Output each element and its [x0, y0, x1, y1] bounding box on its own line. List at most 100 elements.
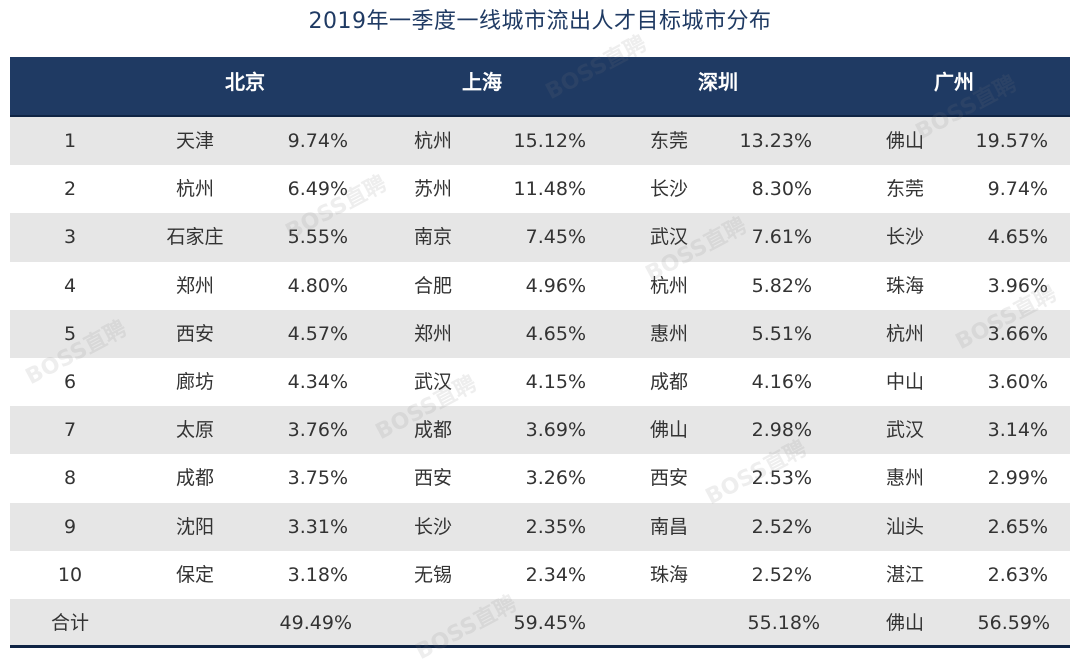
rank-cell: 1 — [63, 130, 77, 152]
rank-cell: 7 — [63, 419, 77, 442]
shanghai-share-percent: 4.15% — [525, 370, 586, 393]
shenzhen-share-percent: 5.51% — [751, 322, 812, 345]
shanghai-share-percent: 2.35% — [525, 515, 586, 538]
page-title: 2019年一季度一线城市流出人才目标城市分布 — [308, 9, 772, 34]
shanghai-share-percent: 4.96% — [525, 274, 586, 297]
guangzhou-destination-city: 武汉 — [885, 419, 924, 442]
table-row: 2 杭州 6.49% 苏州 11.48% 长沙 8.30% 东莞 9.74% — [10, 165, 1070, 214]
shanghai-share-percent: 3.26% — [525, 467, 586, 490]
guangzhou-destination-city: 汕头 — [885, 515, 924, 538]
shenzhen-share-percent: 8.30% — [751, 178, 812, 201]
shenzhen-share-percent: 5.82% — [751, 274, 812, 297]
rank-cell: 6 — [63, 370, 77, 393]
beijing-share-percent: 9.74% — [287, 130, 348, 152]
shenzhen-destination-city: 佛山 — [649, 419, 688, 442]
rank-cell: 5 — [63, 322, 77, 345]
shenzhen-share-percent: 7.61% — [751, 226, 812, 249]
shanghai-share-percent: 3.69% — [525, 419, 586, 442]
rank-cell: 3 — [63, 226, 77, 249]
guangzhou-destination-city: 中山 — [885, 370, 924, 393]
table-row: 9 沈阳 3.31% 长沙 2.35% 南昌 2.52% 汕头 2.65% — [10, 502, 1070, 551]
shenzhen-destination-city: 南昌 — [649, 515, 688, 538]
header-shenzhen: 深圳 — [698, 70, 738, 94]
header-shanghai: 上海 — [462, 70, 502, 94]
shenzhen-total-percent: 55.18% — [747, 611, 820, 634]
shenzhen-share-percent: 2.52% — [751, 515, 812, 538]
shenzhen-destination-city: 成都 — [649, 370, 688, 393]
beijing-destination-city: 西安 — [175, 322, 214, 345]
shanghai-destination-city: 无锡 — [413, 563, 452, 586]
total-row: 合计 49.49% 59.45% 55.18% 佛山 56.59% — [10, 598, 1070, 648]
guangzhou-destination-city: 长沙 — [885, 226, 924, 249]
shanghai-destination-city: 合肥 — [413, 274, 452, 297]
beijing-share-percent: 6.49% — [287, 178, 348, 201]
beijing-share-percent: 4.80% — [287, 274, 348, 297]
table-row: 7 太原 3.76% 成都 3.69% 佛山 2.98% 武汉 3.14% — [10, 406, 1070, 455]
guangzhou-total-city: 佛山 — [885, 611, 924, 634]
shenzhen-destination-city: 杭州 — [649, 274, 688, 297]
beijing-destination-city: 天津 — [175, 130, 214, 152]
shenzhen-destination-city: 东莞 — [649, 130, 688, 152]
guangzhou-destination-city: 杭州 — [885, 322, 924, 345]
table-row: 10 保定 3.18% 无锡 2.34% 珠海 2.52% 湛江 2.63% — [10, 550, 1070, 599]
beijing-destination-city: 成都 — [175, 467, 214, 490]
guangzhou-share-percent: 3.66% — [987, 322, 1048, 345]
shanghai-destination-city: 长沙 — [413, 515, 452, 538]
guangzhou-destination-city: 佛山 — [885, 130, 924, 152]
guangzhou-total-percent: 56.59% — [977, 611, 1050, 634]
shanghai-destination-city: 郑州 — [413, 322, 452, 345]
shanghai-share-percent: 11.48% — [513, 178, 586, 201]
guangzhou-share-percent: 3.96% — [987, 274, 1048, 297]
guangzhou-share-percent: 2.99% — [987, 467, 1048, 490]
rank-cell: 10 — [57, 563, 83, 586]
guangzhou-share-percent: 9.74% — [987, 178, 1048, 201]
shanghai-destination-city: 苏州 — [413, 178, 452, 201]
table-bottom-rule — [10, 645, 1070, 648]
guangzhou-destination-city: 东莞 — [885, 178, 924, 201]
shanghai-share-percent: 4.65% — [525, 322, 586, 345]
shenzhen-share-percent: 2.52% — [751, 563, 812, 586]
beijing-destination-city: 杭州 — [175, 178, 214, 201]
table-row: 4 郑州 4.80% 合肥 4.96% 杭州 5.82% 珠海 3.96% — [10, 261, 1070, 310]
total-label: 合计 — [50, 611, 89, 634]
beijing-share-percent: 3.31% — [287, 515, 348, 538]
shanghai-destination-city: 成都 — [413, 419, 452, 442]
beijing-share-percent: 4.57% — [287, 322, 348, 345]
shenzhen-share-percent: 13.23% — [739, 130, 812, 152]
shenzhen-share-percent: 2.98% — [751, 419, 812, 442]
shenzhen-destination-city: 长沙 — [649, 178, 688, 201]
shenzhen-share-percent: 2.53% — [751, 467, 812, 490]
beijing-share-percent: 3.18% — [287, 563, 348, 586]
header-guangzhou: 广州 — [934, 70, 974, 94]
rank-cell: 8 — [63, 467, 77, 490]
beijing-destination-city: 石家庄 — [166, 226, 224, 249]
beijing-share-percent: 4.34% — [287, 370, 348, 393]
shenzhen-destination-city: 惠州 — [649, 322, 688, 345]
table-row: 3 石家庄 5.55% 南京 7.45% 武汉 7.61% 长沙 4.65% — [10, 213, 1070, 262]
table-row: 8 成都 3.75% 西安 3.26% 西安 2.53% 惠州 2.99% — [10, 454, 1070, 503]
shanghai-destination-city: 南京 — [413, 226, 452, 249]
data-table: 北京 上海 深圳 广州 1 天津 9.74% 杭州 15.12% 东莞 13.23% 佛山 19… — [10, 57, 1070, 648]
guangzhou-destination-city: 珠海 — [885, 274, 924, 297]
guangzhou-share-percent: 2.65% — [987, 515, 1048, 538]
table-row: 1 天津 9.74% 杭州 15.12% 东莞 13.23% 佛山 19.57% — [10, 117, 1070, 166]
shanghai-destination-city: 杭州 — [413, 130, 452, 152]
shanghai-share-percent: 7.45% — [525, 226, 586, 249]
guangzhou-destination-city: 湛江 — [885, 563, 924, 586]
beijing-share-percent: 5.55% — [287, 226, 348, 249]
guangzhou-share-percent: 3.14% — [987, 419, 1048, 442]
shanghai-destination-city: 武汉 — [413, 370, 452, 393]
beijing-total-percent: 49.49% — [279, 611, 352, 634]
rank-cell: 2 — [63, 178, 77, 201]
shenzhen-share-percent: 4.16% — [751, 370, 812, 393]
beijing-destination-city: 太原 — [175, 419, 214, 442]
shenzhen-destination-city: 珠海 — [649, 563, 688, 586]
beijing-destination-city: 保定 — [175, 563, 214, 586]
guangzhou-share-percent: 4.65% — [987, 226, 1048, 249]
rank-cell: 9 — [63, 515, 77, 538]
beijing-destination-city: 郑州 — [175, 274, 214, 297]
beijing-share-percent: 3.75% — [287, 467, 348, 490]
rank-cell: 4 — [63, 274, 77, 297]
beijing-destination-city: 廊坊 — [175, 370, 214, 393]
guangzhou-share-percent: 3.60% — [987, 370, 1048, 393]
